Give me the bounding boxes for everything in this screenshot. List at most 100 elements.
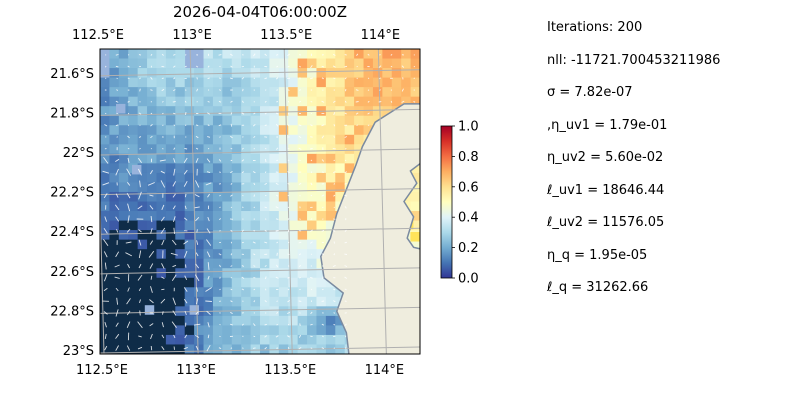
field-cell (325, 68, 336, 78)
field-cell (391, 68, 402, 78)
field-cell (109, 315, 120, 326)
field-cell (307, 287, 317, 298)
field-cell (203, 106, 214, 117)
field-cell (316, 306, 327, 317)
field-cell (212, 258, 223, 269)
field-cell (222, 58, 233, 69)
field-cell (316, 211, 327, 221)
arrow (230, 65, 233, 68)
arrow (173, 158, 176, 163)
field-cell (194, 315, 204, 326)
field-cell (269, 201, 280, 212)
field-cell (147, 334, 157, 345)
field-cell (241, 153, 251, 164)
field-cell (175, 134, 186, 145)
field-cell (184, 239, 195, 250)
arrow (206, 239, 212, 246)
field-cell (165, 268, 176, 279)
arrow (241, 241, 244, 244)
field-cell (109, 182, 120, 193)
field-cell (137, 163, 148, 174)
arrow (333, 288, 336, 291)
arrow (333, 124, 336, 127)
field-cell (118, 220, 129, 231)
field-cell (128, 191, 139, 202)
arrow (321, 159, 325, 162)
field-cell (194, 153, 204, 164)
arrow (125, 241, 132, 244)
field-cell (278, 334, 289, 345)
arrow (115, 158, 120, 162)
field-cell (325, 87, 336, 98)
field-cell (410, 172, 420, 183)
field-cell (250, 144, 261, 155)
field-cell (184, 77, 195, 88)
field-cell (250, 172, 261, 183)
arrow (252, 171, 256, 174)
field-cell (156, 315, 167, 326)
field-cell (382, 68, 393, 78)
arrow (287, 335, 291, 338)
arrow (115, 100, 119, 103)
arrow (127, 287, 130, 292)
arrow (264, 323, 267, 326)
arrow (161, 322, 164, 328)
field-cell (100, 325, 110, 336)
field-cell (250, 191, 261, 202)
field-cell (100, 77, 110, 88)
field-cell (250, 239, 261, 250)
arrow (413, 65, 416, 68)
field-cell (344, 77, 355, 88)
field-cell (165, 287, 176, 298)
arrow (276, 252, 278, 256)
field-cell (316, 49, 327, 59)
field-cell (410, 191, 420, 202)
gridline-y (100, 346, 420, 354)
field-cell (212, 201, 223, 212)
field-cell (222, 77, 233, 88)
field-cell (269, 125, 280, 136)
arrow (299, 312, 301, 314)
arrow (230, 347, 233, 349)
arrow (264, 276, 267, 280)
field-cell (401, 87, 411, 98)
field-cell (297, 239, 308, 250)
arrow (219, 230, 221, 232)
field-cell (222, 134, 233, 145)
field-cell (128, 182, 139, 193)
field-cell (147, 163, 157, 174)
field-cell (212, 134, 223, 145)
arrow (344, 265, 348, 268)
field-cell (109, 239, 120, 250)
field-cell (363, 77, 374, 88)
arrow (115, 333, 120, 339)
arrow (287, 148, 290, 150)
arrow (194, 180, 200, 188)
field-cell (297, 182, 308, 193)
x-tick-label-top: 113°E (172, 28, 212, 43)
arrow (173, 53, 176, 56)
arrow (206, 344, 211, 352)
field-cell (222, 239, 233, 250)
arrow (321, 124, 325, 127)
arrow (298, 147, 302, 150)
field-cell (100, 258, 110, 269)
field-cell (288, 211, 299, 221)
field-cell (269, 115, 280, 126)
arrow (230, 229, 233, 232)
field-cell (118, 296, 129, 307)
field-cell (137, 220, 148, 231)
field-cell (269, 277, 280, 288)
arrow (147, 182, 155, 186)
field-cell (194, 296, 204, 307)
field-cell (231, 144, 242, 155)
arrow (344, 312, 347, 314)
field-cell (137, 306, 148, 317)
field-cell (156, 87, 167, 98)
arrow (172, 297, 177, 305)
field-cell (147, 277, 157, 288)
arrow (104, 124, 108, 127)
arrow (230, 112, 233, 115)
field-cell (307, 201, 317, 212)
arrow (321, 77, 324, 80)
